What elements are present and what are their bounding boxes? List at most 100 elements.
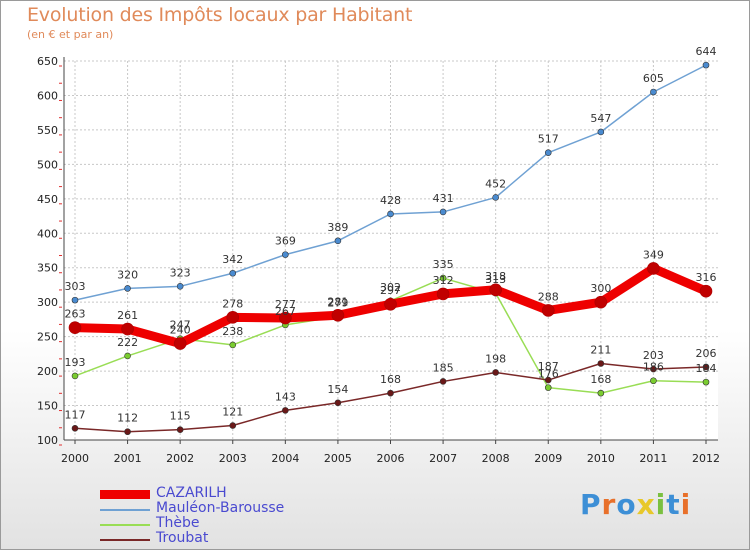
data-point xyxy=(226,311,240,324)
legend-swatch xyxy=(100,490,150,499)
data-label: 279 xyxy=(327,297,348,310)
data-point xyxy=(650,88,657,96)
data-label: 349 xyxy=(643,248,664,261)
legend-item: Thèbe xyxy=(100,515,400,532)
data-point xyxy=(176,283,184,290)
data-point xyxy=(544,376,552,384)
data-label: 261 xyxy=(117,309,138,322)
data-label: 185 xyxy=(433,361,454,374)
data-label: 644 xyxy=(696,45,717,58)
data-point xyxy=(650,377,657,385)
logo-letter: t xyxy=(666,488,681,521)
data-point xyxy=(176,426,184,433)
data-point xyxy=(229,422,237,429)
data-label: 278 xyxy=(222,297,243,310)
y-tick-label: 250 xyxy=(37,331,58,344)
data-label: 369 xyxy=(275,235,296,248)
data-point xyxy=(124,285,131,292)
y-tick-label: 450 xyxy=(37,193,58,206)
data-point xyxy=(173,337,187,350)
data-point xyxy=(597,128,605,136)
data-label: 238 xyxy=(222,325,243,338)
data-point xyxy=(597,360,605,367)
data-label: 452 xyxy=(485,177,506,190)
data-label: 117 xyxy=(65,408,86,421)
y-tick-label: 100 xyxy=(37,434,58,447)
data-label: 303 xyxy=(65,280,86,293)
y-tick-label: 350 xyxy=(37,262,58,275)
data-point xyxy=(439,378,447,385)
logo-letter: i xyxy=(655,488,667,521)
data-label: 277 xyxy=(275,298,296,311)
legend-label: CAZARILH xyxy=(156,485,227,501)
data-label: 302 xyxy=(380,281,401,294)
data-point xyxy=(439,208,447,216)
data-point xyxy=(279,311,292,325)
data-label: 288 xyxy=(538,290,559,303)
data-label: 335 xyxy=(433,258,454,271)
data-label: 186 xyxy=(643,361,664,374)
data-point xyxy=(702,363,710,371)
data-point xyxy=(647,262,660,275)
x-tick-label: 2008 xyxy=(482,452,510,465)
data-label: 547 xyxy=(590,112,611,125)
x-tick-label: 2010 xyxy=(587,452,615,465)
data-point xyxy=(702,61,710,69)
data-point xyxy=(436,287,450,301)
y-tick-label: 150 xyxy=(37,400,58,413)
data-label: 428 xyxy=(380,194,401,207)
data-label: 121 xyxy=(222,406,243,419)
data-point xyxy=(71,296,79,304)
data-label: 240 xyxy=(170,324,191,337)
data-label: 168 xyxy=(590,373,611,386)
data-label: 263 xyxy=(65,308,86,321)
legend-item: CAZARILH xyxy=(100,485,400,502)
data-label: 187 xyxy=(538,360,559,373)
data-label: 318 xyxy=(485,270,506,283)
data-label: 198 xyxy=(485,352,506,365)
data-label: 281 xyxy=(327,295,348,308)
data-point xyxy=(544,384,552,391)
data-label: 112 xyxy=(117,412,138,425)
data-point xyxy=(544,149,552,156)
data-label: 184 xyxy=(696,362,717,375)
logo-letter: i xyxy=(680,488,692,521)
x-tick-label: 2006 xyxy=(377,452,405,465)
x-tick-label: 2011 xyxy=(639,452,667,465)
logo-letter: P xyxy=(580,488,602,521)
logo-letter: o xyxy=(616,488,637,521)
chart-title: Evolution des Impôts locaux par Habitant xyxy=(27,4,413,26)
data-label: 206 xyxy=(696,347,717,360)
data-label: 316 xyxy=(696,271,717,284)
data-point xyxy=(282,251,289,258)
data-point xyxy=(489,283,502,297)
y-tick-label: 200 xyxy=(37,365,58,378)
y-tick-label: 400 xyxy=(37,227,58,240)
x-tick-label: 2012 xyxy=(692,452,720,465)
data-label: 323 xyxy=(170,266,191,279)
x-tick-label: 2001 xyxy=(114,452,142,465)
legend-swatch xyxy=(100,524,150,526)
legend-swatch xyxy=(100,539,150,541)
data-label: 247 xyxy=(170,319,191,332)
x-tick-label: 2000 xyxy=(61,452,89,465)
data-label: 517 xyxy=(538,133,559,146)
x-tick-label: 2005 xyxy=(324,452,352,465)
chart-subtitle: (en € et par an) xyxy=(27,28,114,41)
data-label: 211 xyxy=(590,344,611,357)
data-point xyxy=(699,284,713,298)
data-point xyxy=(124,428,131,436)
data-label: 168 xyxy=(380,373,401,386)
y-tick-label: 600 xyxy=(37,89,58,102)
data-point xyxy=(331,308,345,322)
data-point xyxy=(334,399,342,407)
data-point xyxy=(387,210,394,218)
data-label: 389 xyxy=(327,221,348,234)
y-tick-label: 650 xyxy=(37,55,58,68)
y-tick-label: 300 xyxy=(37,296,58,309)
y-tick-label: 500 xyxy=(37,158,58,171)
data-point xyxy=(384,297,397,311)
data-label: 297 xyxy=(380,284,401,297)
data-label: 342 xyxy=(222,253,243,266)
